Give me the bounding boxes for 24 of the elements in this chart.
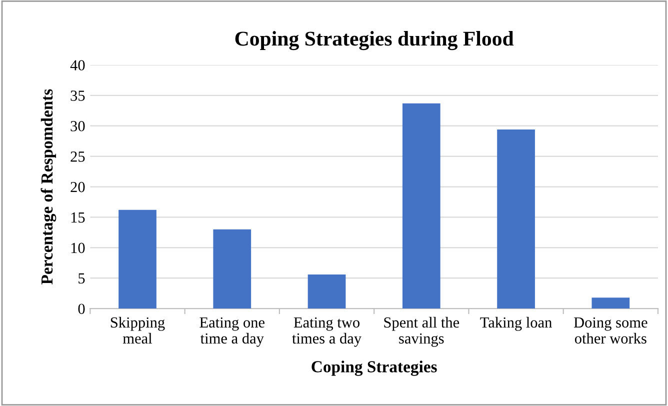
bar xyxy=(308,274,346,309)
y-tick-label: 30 xyxy=(70,121,85,132)
x-tick-label: Taking loan xyxy=(480,316,552,331)
y-tick-label: 20 xyxy=(70,182,85,192)
chart-title: Coping Strategies during Flood xyxy=(235,31,514,50)
x-axis-title: Coping Strategies xyxy=(312,360,437,376)
y-tick-label: 10 xyxy=(71,242,85,254)
bar xyxy=(402,103,440,309)
y-tick-label: 5 xyxy=(78,273,85,284)
x-tick-label: Eating two times a day xyxy=(292,317,362,347)
y-axis-title: Percentage of Respomdents xyxy=(40,89,56,284)
bar xyxy=(118,210,156,309)
x-tick-label: Eating one time a day xyxy=(200,317,264,347)
x-tick-label: Doing some other works xyxy=(574,317,648,344)
y-tick-label: 0 xyxy=(78,304,85,314)
bar xyxy=(592,298,630,309)
y-tick-label: 35 xyxy=(70,90,85,101)
y-tick-label: 15 xyxy=(71,212,85,223)
bar xyxy=(497,130,535,309)
x-tick-label: Skipping meal xyxy=(110,316,165,344)
y-tick-label: 25 xyxy=(70,151,85,162)
y-tick-label: 40 xyxy=(70,60,85,70)
bar xyxy=(213,229,252,309)
x-tick-label: Spent all the savings xyxy=(384,316,460,347)
